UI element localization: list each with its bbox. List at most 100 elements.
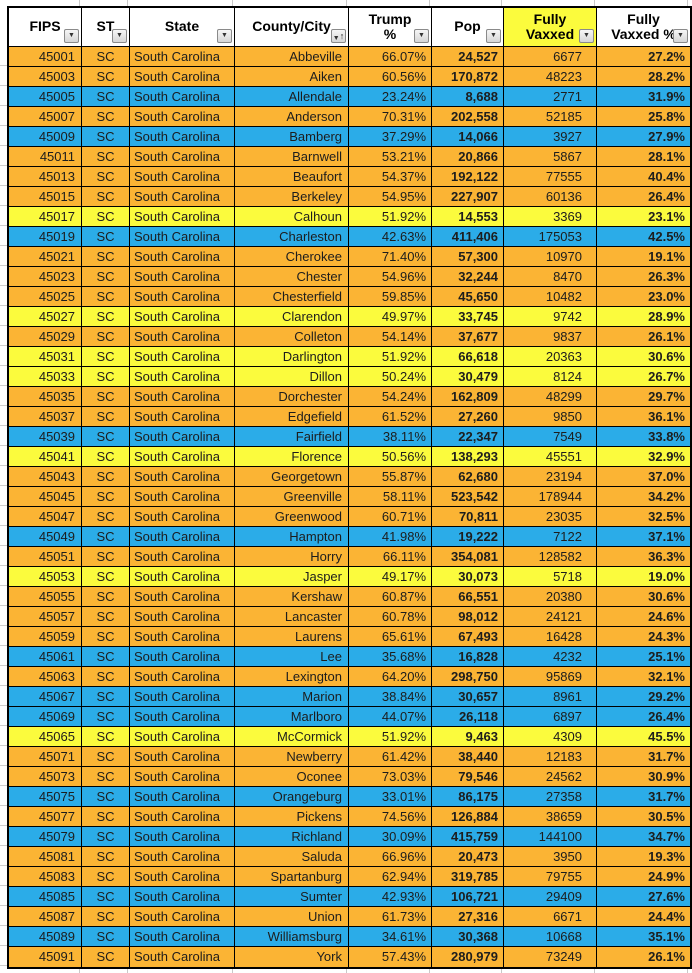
cell-trump-pct[interactable]: 38.84% xyxy=(349,687,432,706)
cell-fips[interactable]: 45017 xyxy=(9,207,82,226)
cell-fully-vaxxed-pct[interactable]: 19.3% xyxy=(648,849,685,864)
cell-trump-pct[interactable]: 42.63% xyxy=(349,227,432,246)
cell-trump-pct[interactable]: 66.07% xyxy=(349,47,432,66)
cell-county[interactable]: Lexington xyxy=(235,667,349,686)
cell-state-name[interactable]: South Carolina xyxy=(130,867,235,886)
cell-state-name[interactable]: South Carolina xyxy=(130,347,235,366)
filter-dropdown-icon[interactable]: ▼ xyxy=(217,29,232,43)
cell-pop[interactable]: 30,368 xyxy=(432,927,504,946)
cell-state-name[interactable]: South Carolina xyxy=(130,627,235,646)
cell-state-abbr[interactable]: SC xyxy=(82,307,130,326)
cell-state-name[interactable]: South Carolina xyxy=(130,827,235,846)
cell-county[interactable]: Charleston xyxy=(235,227,349,246)
cell-trump-pct[interactable]: 35.68% xyxy=(349,647,432,666)
filter-dropdown-icon[interactable]: ▼ xyxy=(64,29,79,43)
cell-fips[interactable]: 45061 xyxy=(9,647,82,666)
cell-pop[interactable]: 30,479 xyxy=(432,367,504,386)
cell-state-abbr[interactable]: SC xyxy=(82,327,130,346)
cell-trump-pct[interactable]: 66.11% xyxy=(349,547,432,566)
cell-fully-vaxxed[interactable]: 52185 xyxy=(504,107,597,126)
cell-county[interactable]: Hampton xyxy=(235,527,349,546)
cell-trump-pct[interactable]: 49.97% xyxy=(349,307,432,326)
cell-fully-vaxxed-pct[interactable]: 27.9% xyxy=(648,129,685,144)
cell-pop[interactable]: 523,542 xyxy=(432,487,504,506)
column-header[interactable]: State ▼ xyxy=(130,8,235,46)
cell-county[interactable]: Edgefield xyxy=(235,407,349,426)
cell-fully-vaxxed[interactable]: 4232 xyxy=(504,647,597,666)
cell-county[interactable]: Colleton xyxy=(235,327,349,346)
cell-county[interactable]: Georgetown xyxy=(235,467,349,486)
cell-fips[interactable]: 45079 xyxy=(9,827,82,846)
cell-pop[interactable]: 66,551 xyxy=(432,587,504,606)
cell-trump-pct[interactable]: 61.73% xyxy=(349,907,432,926)
cell-state-name[interactable]: South Carolina xyxy=(130,747,235,766)
cell-trump-pct[interactable]: 54.24% xyxy=(349,387,432,406)
cell-state-name[interactable]: South Carolina xyxy=(130,367,235,386)
column-header[interactable]: Trump % ▼ xyxy=(349,8,432,46)
cell-fully-vaxxed[interactable]: 29409 xyxy=(504,887,597,906)
cell-trump-pct[interactable]: 50.24% xyxy=(349,367,432,386)
cell-trump-pct[interactable]: 61.42% xyxy=(349,747,432,766)
cell-fips[interactable]: 45033 xyxy=(9,367,82,386)
cell-county[interactable]: Jasper xyxy=(235,567,349,586)
cell-county[interactable]: Sumter xyxy=(235,887,349,906)
cell-state-abbr[interactable]: SC xyxy=(82,287,130,306)
cell-state-abbr[interactable]: SC xyxy=(82,927,130,946)
cell-fully-vaxxed[interactable]: 144100 xyxy=(504,827,597,846)
cell-pop[interactable]: 24,527 xyxy=(432,47,504,66)
cell-fully-vaxxed[interactable]: 10668 xyxy=(504,927,597,946)
cell-state-abbr[interactable]: SC xyxy=(82,147,130,166)
cell-fully-vaxxed-pct[interactable]: 35.1% xyxy=(648,929,685,944)
cell-trump-pct[interactable]: 34.61% xyxy=(349,927,432,946)
cell-fully-vaxxed-pct[interactable]: 42.5% xyxy=(648,229,685,244)
cell-fips[interactable]: 45003 xyxy=(9,67,82,86)
cell-pop[interactable]: 20,473 xyxy=(432,847,504,866)
cell-county[interactable]: Anderson xyxy=(235,107,349,126)
cell-county[interactable]: Berkeley xyxy=(235,187,349,206)
cell-state-name[interactable]: South Carolina xyxy=(130,227,235,246)
cell-county[interactable]: Clarendon xyxy=(235,307,349,326)
cell-state-name[interactable]: South Carolina xyxy=(130,467,235,486)
column-header[interactable]: FIPS ▼ xyxy=(9,8,82,46)
cell-state-abbr[interactable]: SC xyxy=(82,907,130,926)
cell-pop[interactable]: 138,293 xyxy=(432,447,504,466)
cell-pop[interactable]: 98,012 xyxy=(432,607,504,626)
cell-pop[interactable]: 37,677 xyxy=(432,327,504,346)
cell-fips[interactable]: 45015 xyxy=(9,187,82,206)
cell-pop[interactable]: 170,872 xyxy=(432,67,504,86)
filter-dropdown-icon[interactable]: ▼ xyxy=(486,29,501,43)
cell-pop[interactable]: 8,688 xyxy=(432,87,504,106)
cell-state-abbr[interactable]: SC xyxy=(82,227,130,246)
cell-state-abbr[interactable]: SC xyxy=(82,87,130,106)
cell-trump-pct[interactable]: 61.52% xyxy=(349,407,432,426)
cell-county[interactable]: Lancaster xyxy=(235,607,349,626)
cell-fips[interactable]: 45087 xyxy=(9,907,82,926)
cell-state-abbr[interactable]: SC xyxy=(82,707,130,726)
cell-fully-vaxxed-pct[interactable]: 25.1% xyxy=(648,649,685,664)
cell-fully-vaxxed[interactable]: 79755 xyxy=(504,867,597,886)
cell-trump-pct[interactable]: 51.92% xyxy=(349,727,432,746)
cell-fully-vaxxed-pct[interactable]: 28.9% xyxy=(648,309,685,324)
cell-state-name[interactable]: South Carolina xyxy=(130,47,235,66)
cell-fips[interactable]: 45091 xyxy=(9,947,82,967)
cell-fips[interactable]: 45009 xyxy=(9,127,82,146)
cell-county[interactable]: Chesterfield xyxy=(235,287,349,306)
cell-fully-vaxxed[interactable]: 6671 xyxy=(504,907,597,926)
cell-fips[interactable]: 45045 xyxy=(9,487,82,506)
cell-fully-vaxxed-pct[interactable]: 24.6% xyxy=(648,609,685,624)
cell-state-abbr[interactable]: SC xyxy=(82,627,130,646)
cell-fully-vaxxed[interactable]: 178944 xyxy=(504,487,597,506)
cell-fully-vaxxed-pct[interactable]: 34.2% xyxy=(648,489,685,504)
cell-county[interactable]: Spartanburg xyxy=(235,867,349,886)
cell-state-abbr[interactable]: SC xyxy=(82,387,130,406)
cell-pop[interactable]: 298,750 xyxy=(432,667,504,686)
cell-fully-vaxxed-pct[interactable]: 30.9% xyxy=(648,769,685,784)
cell-fully-vaxxed[interactable]: 9742 xyxy=(504,307,597,326)
cell-fips[interactable]: 45073 xyxy=(9,767,82,786)
cell-county[interactable]: Barnwell xyxy=(235,147,349,166)
cell-state-abbr[interactable]: SC xyxy=(82,867,130,886)
cell-pop[interactable]: 67,493 xyxy=(432,627,504,646)
cell-fips[interactable]: 45057 xyxy=(9,607,82,626)
cell-trump-pct[interactable]: 37.29% xyxy=(349,127,432,146)
cell-pop[interactable]: 192,122 xyxy=(432,167,504,186)
